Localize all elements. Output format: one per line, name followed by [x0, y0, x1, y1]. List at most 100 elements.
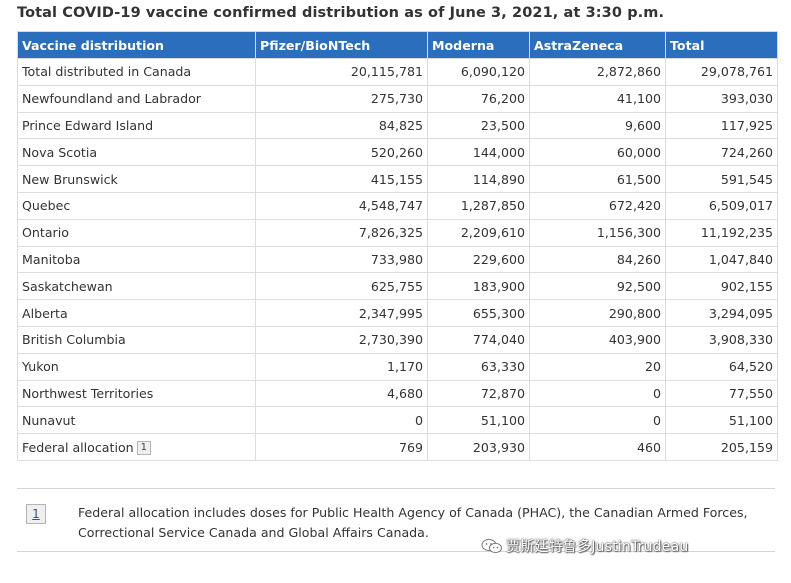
astrazeneca-cell: 92,500: [529, 272, 666, 301]
moderna-cell: 183,900: [427, 272, 530, 301]
astrazeneca-cell: 290,800: [529, 299, 666, 327]
pfizer-cell: 84,825: [255, 111, 428, 140]
region-cell: Manitoba: [17, 245, 256, 274]
astrazeneca-cell: 0: [529, 406, 666, 435]
region-cell-value: Alberta: [22, 305, 68, 321]
moderna-cell: 203,930: [427, 433, 530, 461]
footnote-text: Federal allocation includes doses for Pu…: [78, 505, 748, 540]
region-cell: Federal allocation 1: [17, 433, 256, 461]
pfizer-cell: 2,730,390: [255, 325, 428, 354]
astrazeneca-cell-value: 2,872,860: [596, 64, 661, 80]
region-cell: Nova Scotia: [17, 138, 256, 167]
pfizer-cell: 4,548,747: [255, 191, 428, 220]
moderna-cell-value: 183,900: [472, 278, 525, 294]
moderna-cell: 1,287,850: [427, 191, 530, 220]
total-cell: 77,550: [665, 379, 778, 408]
astrazeneca-cell-value: 84,260: [616, 251, 661, 267]
astrazeneca-cell-value: 60,000: [616, 144, 661, 160]
region-cell-value: Nova Scotia: [22, 144, 98, 160]
region-cell: Alberta: [17, 299, 256, 327]
astrazeneca-cell: 60,000: [529, 138, 666, 167]
astrazeneca-cell-value: 403,900: [608, 332, 661, 348]
total-cell-value: 591,545: [720, 171, 773, 187]
region-cell: Yukon: [17, 352, 256, 381]
pfizer-cell-value: 4,548,747: [358, 198, 423, 214]
astrazeneca-cell: 2,872,860: [529, 58, 666, 86]
footnote-ref-link[interactable]: 1: [136, 440, 152, 455]
table-row: Quebec 4,548,747 1,287,850 672,420 6,509,017: [17, 191, 778, 220]
region-cell-value: Saskatchewan: [22, 278, 113, 294]
moderna-cell-value: 6,090,120: [460, 64, 525, 80]
moderna-cell: 76,200: [427, 84, 530, 113]
moderna-cell-value: 774,040: [472, 332, 525, 348]
total-cell-value: 3,294,095: [708, 305, 773, 321]
region-cell-value: New Brunswick: [22, 171, 118, 187]
footnotes-section: 1 Federal allocation includes doses for …: [17, 488, 775, 552]
watermark: 贾斯廷特鲁多JustinTrudeau: [481, 536, 688, 556]
astrazeneca-cell: 61,500: [529, 165, 666, 193]
total-cell-value: 205,159: [720, 439, 773, 455]
total-cell: 117,925: [665, 111, 778, 140]
moderna-cell-value: 72,870: [480, 385, 525, 401]
astrazeneca-cell: 1,156,300: [529, 218, 666, 247]
astrazeneca-cell-value: 1,156,300: [596, 225, 661, 241]
pfizer-cell: 7,826,325: [255, 218, 428, 247]
region-cell: Quebec: [17, 191, 256, 220]
region-cell: Northwest Territories: [17, 379, 256, 408]
header-total: Total: [665, 31, 778, 59]
header-moderna: Moderna: [427, 31, 530, 59]
header-pfizer: Pfizer/BioNTech: [255, 31, 428, 59]
table-row: Yukon 1,170 63,330 20 64,520: [17, 352, 778, 381]
astrazeneca-cell-value: 61,500: [616, 171, 661, 187]
total-cell: 64,520: [665, 352, 778, 381]
region-cell-value: Yukon: [22, 359, 59, 375]
region-cell-value: Nunavut: [22, 412, 76, 428]
moderna-cell: 63,330: [427, 352, 530, 381]
moderna-cell-value: 655,300: [472, 305, 525, 321]
pfizer-cell-value: 275,730: [370, 91, 423, 107]
pfizer-cell: 415,155: [255, 165, 428, 193]
total-cell-value: 902,155: [720, 278, 773, 294]
region-cell: Ontario: [17, 218, 256, 247]
moderna-cell: 6,090,120: [427, 58, 530, 86]
moderna-cell-value: 114,890: [472, 171, 525, 187]
moderna-cell: 23,500: [427, 111, 530, 140]
moderna-cell-value: 51,100: [480, 412, 525, 428]
wechat-icon: [481, 539, 502, 554]
astrazeneca-cell: 403,900: [529, 325, 666, 354]
region-cell: Total distributed in Canada: [17, 58, 256, 86]
region-cell-value: Northwest Territories: [22, 385, 154, 401]
region-cell-value: Prince Edward Island: [22, 117, 154, 133]
table-row: Nova Scotia 520,260 144,000 60,000 724,260: [17, 138, 778, 167]
total-cell-value: 117,925: [720, 117, 773, 133]
moderna-cell: 72,870: [427, 379, 530, 408]
header-row: Vaccine distribution Pfizer/BioNTech Mod…: [17, 31, 778, 59]
astrazeneca-cell: 84,260: [529, 245, 666, 274]
region-cell: Newfoundland and Labrador: [17, 84, 256, 113]
total-cell-value: 393,030: [720, 91, 773, 107]
region-cell: New Brunswick: [17, 165, 256, 193]
table-row: Newfoundland and Labrador 275,730 76,200 41…: [17, 84, 778, 113]
astrazeneca-cell-value: 672,420: [608, 198, 661, 214]
pfizer-cell: 275,730: [255, 84, 428, 113]
pfizer-cell-value: 20,115,781: [350, 64, 423, 80]
total-cell: 205,159: [665, 433, 778, 461]
astrazeneca-cell: 20: [529, 352, 666, 381]
astrazeneca-cell-value: 460: [636, 439, 661, 455]
astrazeneca-cell-value: 20: [644, 359, 661, 375]
moderna-cell-value: 229,600: [472, 251, 525, 267]
astrazeneca-cell-value: 92,500: [616, 278, 661, 294]
astrazeneca-cell: 41,100: [529, 84, 666, 113]
astrazeneca-cell-value: 290,800: [608, 305, 661, 321]
moderna-cell-value: 63,330: [480, 359, 525, 375]
pfizer-cell: 4,680: [255, 379, 428, 408]
total-cell: 393,030: [665, 84, 778, 113]
total-cell: 3,908,330: [665, 325, 778, 354]
footnote-return-link[interactable]: 1: [26, 504, 46, 524]
total-cell: 724,260: [665, 138, 778, 167]
moderna-cell-value: 144,000: [472, 144, 525, 160]
pfizer-cell-value: 415,155: [370, 171, 423, 187]
total-cell: 1,047,840: [665, 245, 778, 274]
table-row: Total distributed in Canada 20,115,781 6,0…: [17, 58, 778, 86]
region-cell-value: Federal allocation: [22, 439, 134, 455]
